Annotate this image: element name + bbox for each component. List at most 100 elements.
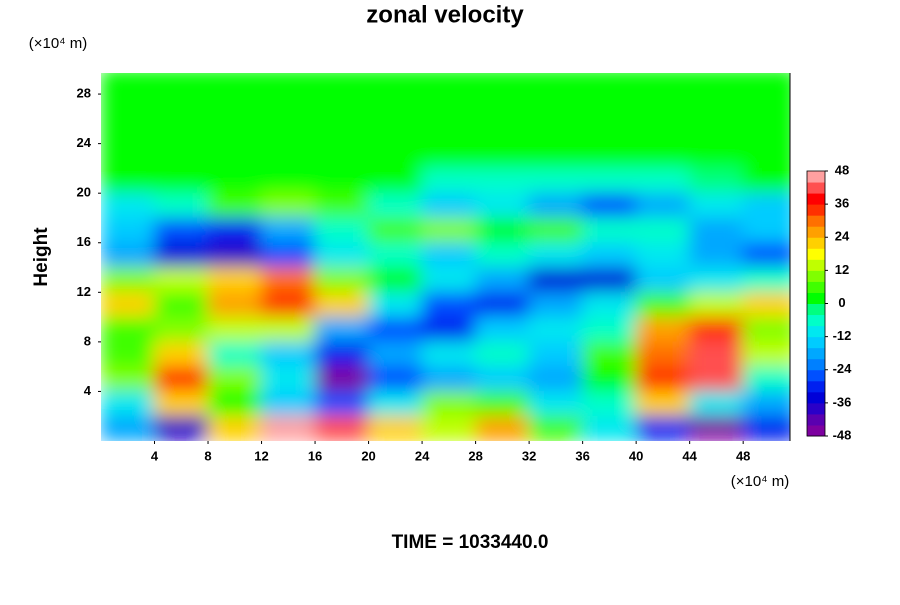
plot-area xyxy=(101,73,790,441)
heat-cell xyxy=(528,93,584,120)
heat-cell xyxy=(475,143,530,169)
heat-cell xyxy=(742,267,790,293)
heat-cell xyxy=(528,167,584,194)
heat-cell xyxy=(689,415,744,441)
y-tick-label: 12 xyxy=(77,284,91,299)
heat-cell xyxy=(368,267,423,293)
heat-cell xyxy=(475,192,530,219)
heat-cell xyxy=(421,341,477,368)
heat-cell xyxy=(528,73,584,95)
heat-cell xyxy=(475,242,530,269)
heat-cell xyxy=(635,242,691,269)
heat-cell xyxy=(421,217,477,244)
heat-cell xyxy=(207,366,263,392)
heat-cell xyxy=(742,192,790,219)
colorbar-band xyxy=(807,369,825,382)
colorbar-tick-label: -48 xyxy=(833,427,852,442)
heat-cell xyxy=(528,341,584,368)
colorbar-tick-label: 36 xyxy=(835,196,849,211)
heat-cell xyxy=(689,93,744,120)
heat-cell xyxy=(742,316,790,343)
colorbar-tick-label: -36 xyxy=(833,394,852,409)
heat-cell xyxy=(101,267,156,293)
heat-cell xyxy=(154,366,209,392)
heat-cell xyxy=(154,73,209,95)
heat-cell xyxy=(742,118,790,145)
heat-cell xyxy=(207,192,263,219)
heat-cell xyxy=(261,217,316,244)
heat-cell xyxy=(582,267,637,293)
heat-cell xyxy=(101,167,156,194)
colorbar-tick-label: 24 xyxy=(835,229,850,244)
colorbar-band xyxy=(807,193,825,205)
heat-cell xyxy=(421,93,477,120)
y-tick-label: 20 xyxy=(77,185,91,200)
colorbar-tick-label: 12 xyxy=(835,262,849,277)
heat-cell xyxy=(689,291,744,318)
heat-cell xyxy=(207,415,263,441)
heat-cell xyxy=(582,316,637,343)
heat-cell xyxy=(207,143,263,169)
heat-cell xyxy=(635,316,691,343)
heat-cell xyxy=(368,167,423,194)
colorbar-band xyxy=(807,204,825,216)
heat-cell xyxy=(207,93,263,120)
heat-cell xyxy=(689,143,744,169)
heat-cell xyxy=(582,167,637,194)
heat-cell xyxy=(261,192,316,219)
colorbar-band xyxy=(807,380,825,393)
heat-cell xyxy=(421,192,477,219)
y-tick-label: 24 xyxy=(77,135,92,150)
heat-cell xyxy=(689,390,744,417)
y-axis-label: Height xyxy=(31,227,52,287)
heat-cell xyxy=(261,267,316,293)
heat-cell xyxy=(154,93,209,120)
heat-cell xyxy=(368,118,423,145)
heat-cell xyxy=(154,192,209,219)
heat-cell xyxy=(101,143,156,169)
heat-cell xyxy=(261,341,316,368)
heat-cell xyxy=(689,341,744,368)
heat-cell xyxy=(368,316,423,343)
x-tick-label: 24 xyxy=(415,448,430,463)
x-tick-label: 16 xyxy=(308,448,322,463)
colorbar-band xyxy=(807,259,825,271)
heat-cell xyxy=(154,316,209,343)
heat-cell xyxy=(421,143,477,169)
colorbar-band xyxy=(807,171,825,183)
colorbar-band xyxy=(807,182,825,194)
x-tick-label: 28 xyxy=(468,448,482,463)
heat-cell xyxy=(314,192,370,219)
heat-cell xyxy=(368,143,423,169)
x-tick-label: 20 xyxy=(361,448,375,463)
heat-cell xyxy=(689,73,744,95)
colorbar-tick-label: -24 xyxy=(833,361,853,376)
heat-cell xyxy=(475,341,530,368)
heat-cell xyxy=(528,217,584,244)
heat-cell xyxy=(314,267,370,293)
heat-cell xyxy=(101,415,156,441)
heat-cell xyxy=(261,118,316,145)
heat-cell xyxy=(154,217,209,244)
heat-cell xyxy=(582,217,637,244)
heat-cell xyxy=(314,341,370,368)
colorbar-band xyxy=(807,270,825,282)
heat-cell xyxy=(154,390,209,417)
heat-cell xyxy=(742,143,790,169)
heat-cell xyxy=(582,73,637,95)
heat-cell xyxy=(421,390,477,417)
x-tick-label: 48 xyxy=(736,448,750,463)
y-unit: (×10⁴ m) xyxy=(29,35,88,52)
heat-cell xyxy=(368,341,423,368)
heat-cell xyxy=(101,217,156,244)
heat-cell xyxy=(635,73,691,95)
heat-cell xyxy=(582,242,637,269)
heat-cell xyxy=(475,217,530,244)
heat-cell xyxy=(582,415,637,441)
heat-cell xyxy=(742,341,790,368)
heat-cell xyxy=(475,73,530,95)
heat-cell xyxy=(635,217,691,244)
heat-cell xyxy=(314,242,370,269)
colorbar-band xyxy=(807,226,825,238)
heat-cell xyxy=(101,291,156,318)
